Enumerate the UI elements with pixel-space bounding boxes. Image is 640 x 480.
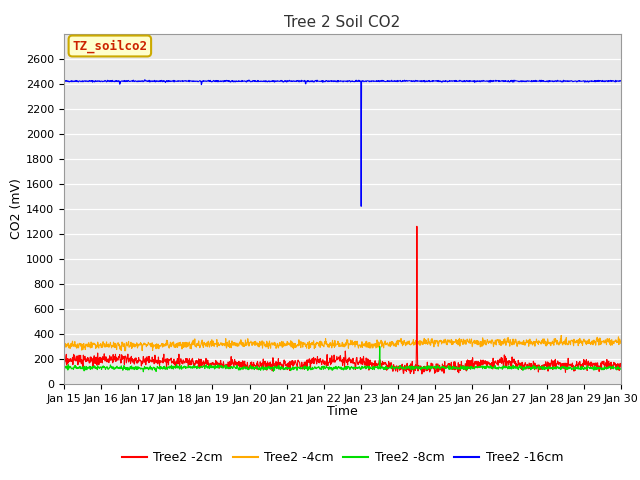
- Y-axis label: CO2 (mV): CO2 (mV): [10, 179, 23, 239]
- Text: TZ_soilco2: TZ_soilco2: [72, 39, 147, 53]
- Title: Tree 2 Soil CO2: Tree 2 Soil CO2: [284, 15, 401, 30]
- X-axis label: Time: Time: [327, 405, 358, 418]
- Legend: Tree2 -2cm, Tree2 -4cm, Tree2 -8cm, Tree2 -16cm: Tree2 -2cm, Tree2 -4cm, Tree2 -8cm, Tree…: [116, 446, 568, 469]
